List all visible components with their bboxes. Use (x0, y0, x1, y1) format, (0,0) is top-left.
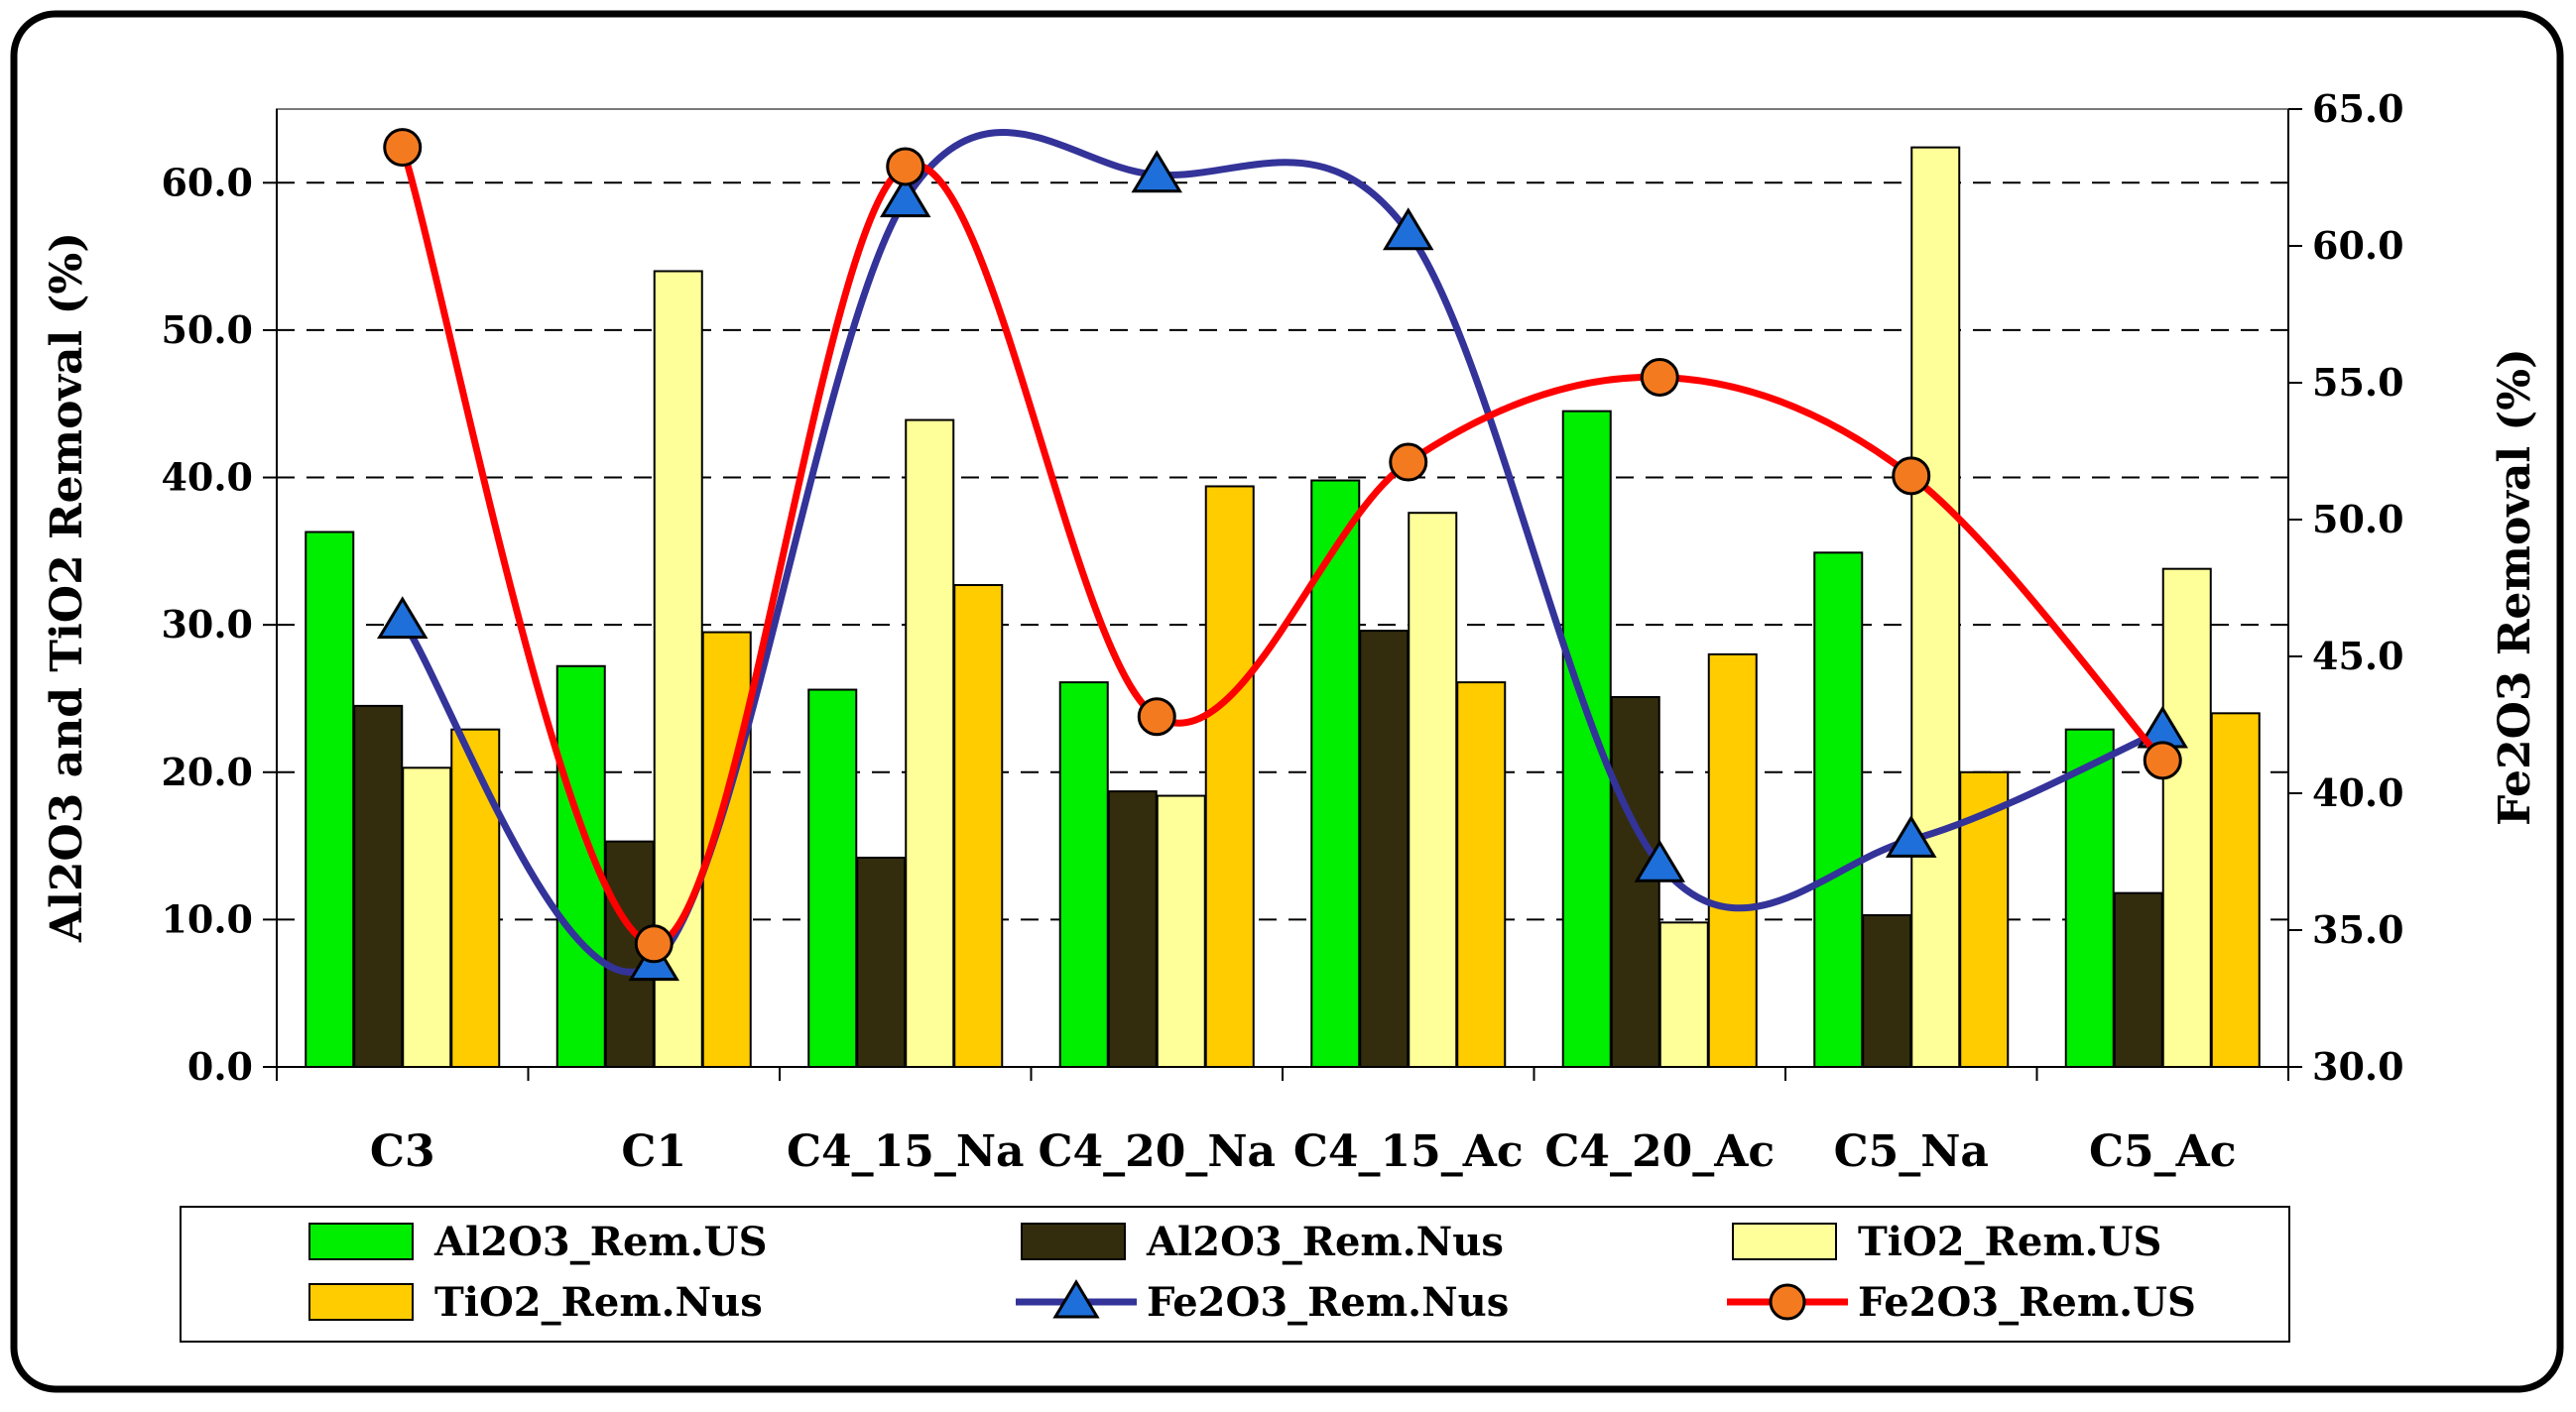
bar (1107, 790, 1158, 1068)
right-tick-label: 45.0 (2312, 634, 2404, 678)
bar (1204, 485, 1255, 1068)
bar (1707, 652, 1758, 1069)
bar (1862, 913, 1912, 1068)
left-tick-label: 60.0 (161, 160, 253, 204)
legend-swatch (1732, 1223, 1837, 1260)
bar (1910, 146, 1961, 1068)
bar (1813, 551, 1864, 1068)
bar (2113, 891, 2163, 1068)
category-label: C4_15_Na (787, 1126, 1025, 1177)
category-label: C3 (370, 1126, 435, 1177)
category-label: C4_20_Ac (1544, 1126, 1775, 1177)
triangle-marker (377, 596, 429, 640)
bar (905, 418, 955, 1068)
legend-swatch (1021, 1223, 1126, 1260)
right-axis-title: Fe2O3 Removal (%) (2490, 348, 2540, 826)
right-tick-label: 50.0 (2312, 497, 2404, 541)
bars (305, 146, 2261, 1069)
bar (2210, 712, 2261, 1068)
triangle-marker (1634, 839, 1685, 882)
left-tick-label: 40.0 (161, 455, 253, 500)
bar (1359, 630, 1410, 1068)
category-label: C5_Na (1834, 1126, 1989, 1177)
triangle-marker (1886, 815, 1937, 858)
left-tick-label: 20.0 (161, 750, 253, 794)
bar (856, 856, 907, 1068)
bar (1561, 410, 1612, 1068)
category-label: C4_20_Na (1038, 1126, 1276, 1177)
left-tick-label: 50.0 (161, 307, 253, 352)
circle-marker (1640, 357, 1679, 397)
lines (377, 128, 2188, 982)
left-tick-label: 10.0 (161, 896, 253, 941)
legend-swatch (308, 1223, 414, 1260)
circle-marker (383, 128, 423, 168)
bar (1058, 681, 1109, 1068)
legend-label: Al2O3_Rem.Nus (1146, 1219, 1504, 1265)
bar (1408, 512, 1458, 1068)
bar (450, 728, 501, 1068)
legend-label: TiO2_Rem.US (1858, 1219, 2161, 1265)
bar (2161, 567, 2212, 1068)
circle-marker (2143, 741, 2182, 780)
legend-label: Fe2O3_Rem.US (1858, 1279, 2196, 1326)
circle-marker (1892, 456, 1931, 496)
legend-box (180, 1206, 2290, 1343)
right-tick-label: 40.0 (2312, 770, 2404, 815)
circle-marker (886, 147, 925, 186)
category-label: C1 (621, 1126, 686, 1177)
category-label: C5_Ac (2089, 1126, 2237, 1177)
left-tick-label: 30.0 (161, 602, 253, 647)
bar (953, 584, 1004, 1069)
right-tick-label: 60.0 (2312, 223, 2404, 268)
bar (807, 688, 858, 1068)
right-tick-label: 30.0 (2312, 1044, 2404, 1089)
legend: Al2O3_Rem.US Al2O3_Rem.Nus TiO2_Rem.US TiO2… (308, 1219, 2196, 1326)
right-tick-label: 35.0 (2312, 907, 2404, 952)
bar (305, 530, 355, 1068)
ticks: 0.0 10.0 20.0 30.0 40.0 50.0 60.0 30.0 35.0 40.0 4… (161, 86, 2403, 1177)
circle-marker (1137, 697, 1176, 737)
triangle-marker (1131, 150, 1182, 193)
triangle-marker (1383, 207, 1434, 251)
bar (1658, 921, 1709, 1069)
category-label: C4_15_Ac (1293, 1126, 1524, 1177)
legend-triangle-marker (1052, 1279, 1100, 1319)
right-tick-label: 55.0 (2312, 360, 2404, 405)
legend-label: Al2O3_Rem.US (433, 1219, 767, 1265)
bar (2064, 728, 2115, 1068)
bar (1456, 681, 1507, 1068)
bar (353, 704, 404, 1069)
legend-swatch (308, 1283, 414, 1321)
bar (402, 766, 452, 1069)
left-axis-title: Al2O3 and TiO2 Removal (%) (42, 232, 92, 943)
triangle-marker (880, 175, 931, 218)
circle-marker (1389, 442, 1428, 482)
legend-circle-marker (1769, 1283, 1806, 1321)
right-tick-label: 65.0 (2312, 86, 2404, 131)
bar (1156, 794, 1206, 1068)
legend-label: TiO2_Rem.Nus (434, 1279, 763, 1326)
left-tick-label: 0.0 (187, 1044, 253, 1089)
legend-label: Fe2O3_Rem.Nus (1147, 1279, 1509, 1326)
circle-marker (634, 924, 674, 964)
